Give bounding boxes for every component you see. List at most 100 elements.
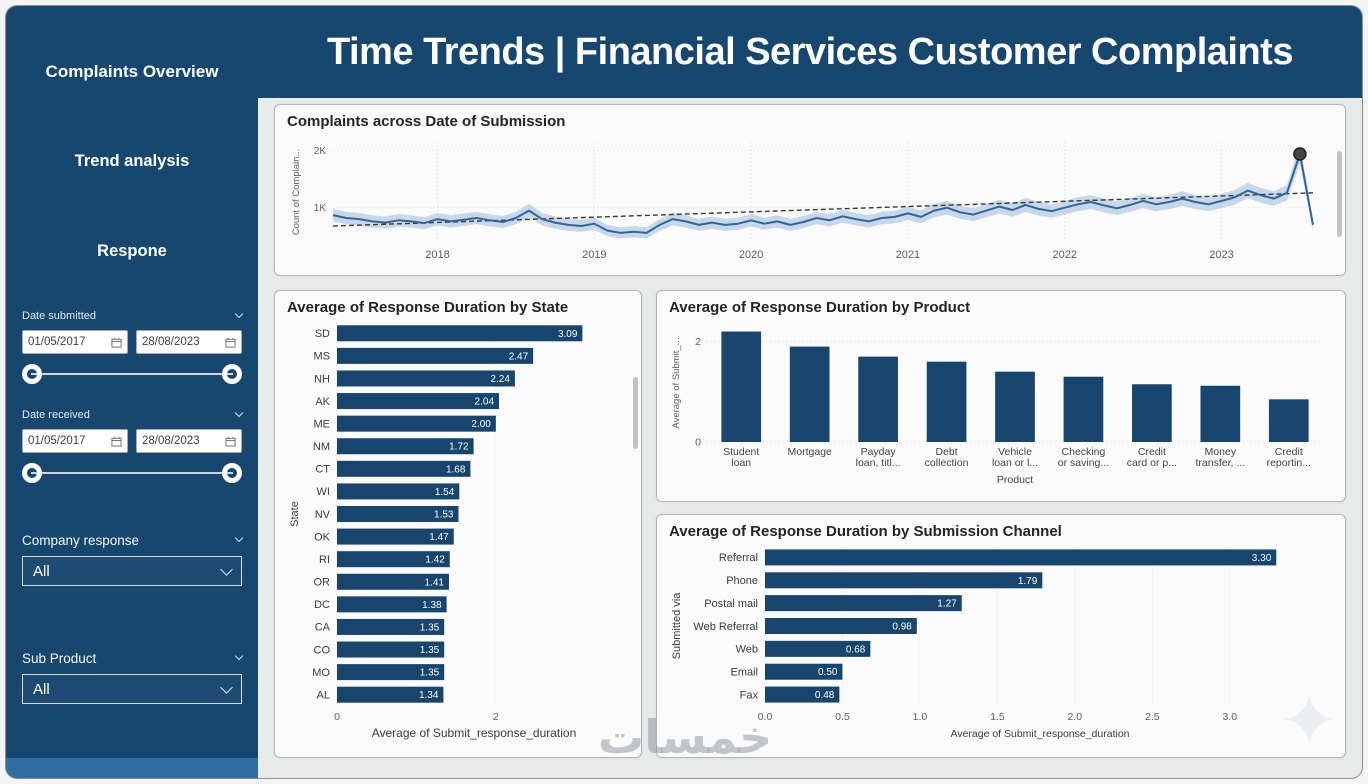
svg-text:State: State [289,501,301,527]
svg-text:Payday: Payday [861,446,897,458]
svg-text:ME: ME [314,418,331,430]
svg-text:Count of Complain...: Count of Complain... [291,149,302,236]
svg-text:1.68: 1.68 [446,464,466,475]
svg-text:1K: 1K [314,203,327,214]
svg-text:WI: WI [317,486,330,498]
slider-handle-right[interactable] [222,364,242,384]
slider-handle-left[interactable] [22,463,42,483]
chevron-down-icon[interactable] [234,533,244,543]
company-response-dropdown[interactable]: All [22,556,242,586]
calendar-icon[interactable] [111,436,122,447]
svg-text:Credit: Credit [1275,446,1303,458]
chevron-down-icon[interactable] [234,309,244,319]
date-submitted-end-field[interactable] [136,330,242,354]
svg-text:1.47: 1.47 [429,532,449,543]
chart-title-channel: Average of Response Duration by Submissi… [669,523,1062,540]
scrollbar-thumb[interactable] [1337,151,1342,237]
svg-text:Average of Submit_...: Average of Submit_... [671,337,682,428]
svg-text:1.35: 1.35 [420,668,440,679]
svg-text:0: 0 [695,437,701,449]
svg-text:1.0: 1.0 [913,711,928,723]
svg-text:0.0: 0.0 [758,711,773,723]
slider-track[interactable] [31,472,233,474]
card-complaints-over-time: Complaints across Date of Submission 201… [274,104,1346,276]
svg-text:Mortgage: Mortgage [787,446,832,458]
right-column: Average of Response Duration by Product … [656,290,1346,758]
date-received-start-field[interactable] [22,429,128,453]
svg-text:0.48: 0.48 [815,690,835,701]
svg-text:3.09: 3.09 [558,329,578,340]
chevron-down-icon[interactable] [234,651,244,661]
svg-text:0: 0 [334,711,340,723]
date-received-end-input[interactable] [142,435,223,447]
sidebar-item-respone[interactable]: Respone [97,242,167,260]
slider-handle-right[interactable] [222,463,242,483]
svg-text:Checking: Checking [1062,446,1106,458]
slider-handle-left[interactable] [22,364,42,384]
date-received-range-slider[interactable] [22,461,242,485]
svg-text:NV: NV [315,509,331,521]
svg-text:2019: 2019 [582,249,606,261]
svg-text:Vehicle: Vehicle [998,446,1032,458]
company-response-slicer: Company response All [22,532,244,586]
svg-text:collection: collection [925,457,969,469]
svg-text:OK: OK [314,531,331,543]
svg-text:CO: CO [314,644,331,656]
svg-text:2.00: 2.00 [471,419,491,430]
svg-text:0.5: 0.5 [835,711,850,723]
sub-product-value: All [33,680,50,698]
svg-text:2023: 2023 [1209,249,1233,261]
svg-text:CT: CT [315,464,330,476]
svg-text:1.79: 1.79 [1018,576,1038,587]
svg-text:1.54: 1.54 [435,487,455,498]
svg-text:loan, titl...: loan, titl... [856,457,901,469]
svg-text:Web Referral: Web Referral [693,621,758,633]
bar-chart-product[interactable]: 0 2 Student loan Mortgage Payday loan, titl...… [669,318,1333,488]
svg-text:transfer, ...: transfer, ... [1196,457,1246,469]
svg-text:DC: DC [314,599,330,611]
calendar-icon[interactable] [111,337,122,348]
svg-text:2020: 2020 [739,249,763,261]
line-chart-complaints[interactable]: 2018 2019 2020 2021 2022 2023 1K 2K Count of Com… [287,132,1333,264]
svg-text:1.41: 1.41 [425,577,445,588]
sidebar: Complaints Overview Trend analysis Respo… [6,6,258,778]
sub-product-label: Sub Product [22,650,97,666]
svg-text:Product: Product [997,474,1033,486]
svg-text:2018: 2018 [425,249,449,261]
company-response-value: All [33,562,50,580]
svg-text:loan or l...: loan or l... [992,457,1038,469]
date-received-label: Date received [22,409,90,421]
svg-text:0.98: 0.98 [892,622,912,633]
card-response-by-state: Average of Response Duration by State 0 2… [274,290,642,758]
date-received-end-field[interactable] [136,429,242,453]
svg-text:1.35: 1.35 [420,622,440,633]
calendar-icon[interactable] [225,436,236,447]
date-received-start-input[interactable] [28,435,109,447]
sub-product-dropdown[interactable]: All [22,674,242,704]
svg-text:3.0: 3.0 [1222,711,1237,723]
svg-text:Money: Money [1205,446,1237,458]
card-response-by-channel: Average of Response Duration by Submissi… [656,514,1346,758]
date-submitted-start-input[interactable] [28,336,109,348]
calendar-icon[interactable] [225,337,236,348]
svg-text:2.24: 2.24 [490,374,510,385]
svg-text:Average of Submit_response_dur: Average of Submit_response_duration [372,726,577,740]
date-submitted-start-field[interactable] [22,330,128,354]
main-area: Time Trends | Financial Services Custome… [258,6,1362,778]
svg-text:2022: 2022 [1052,249,1076,261]
slider-track[interactable] [31,373,233,375]
scrollbar-thumb[interactable] [633,377,638,449]
bar-chart-channel[interactable]: 0.0 0.5 1.0 1.5 2.0 2.5 3.0 Referral 3.30 Phone 1.… [669,542,1333,742]
chevron-down-icon[interactable] [234,408,244,418]
sidebar-item-complaints-overview[interactable]: Complaints Overview [45,62,219,81]
svg-text:2: 2 [493,711,499,723]
company-response-label: Company response [22,532,140,548]
sidebar-item-trend-analysis[interactable]: Trend analysis [74,152,190,170]
date-received-slicer: Date received [22,407,244,485]
date-submitted-end-input[interactable] [142,336,223,348]
date-submitted-range-slider[interactable] [22,362,242,386]
bar-chart-state[interactable]: 0 2 SD 3.09 MS 2.47 NH 2.24 AK 2.04 ME 2.00 NM 1.72 CT… [287,318,629,742]
svg-text:2K: 2K [314,146,327,157]
date-submitted-slicer: Date submitted [22,308,244,386]
svg-text:2.04: 2.04 [475,397,495,408]
